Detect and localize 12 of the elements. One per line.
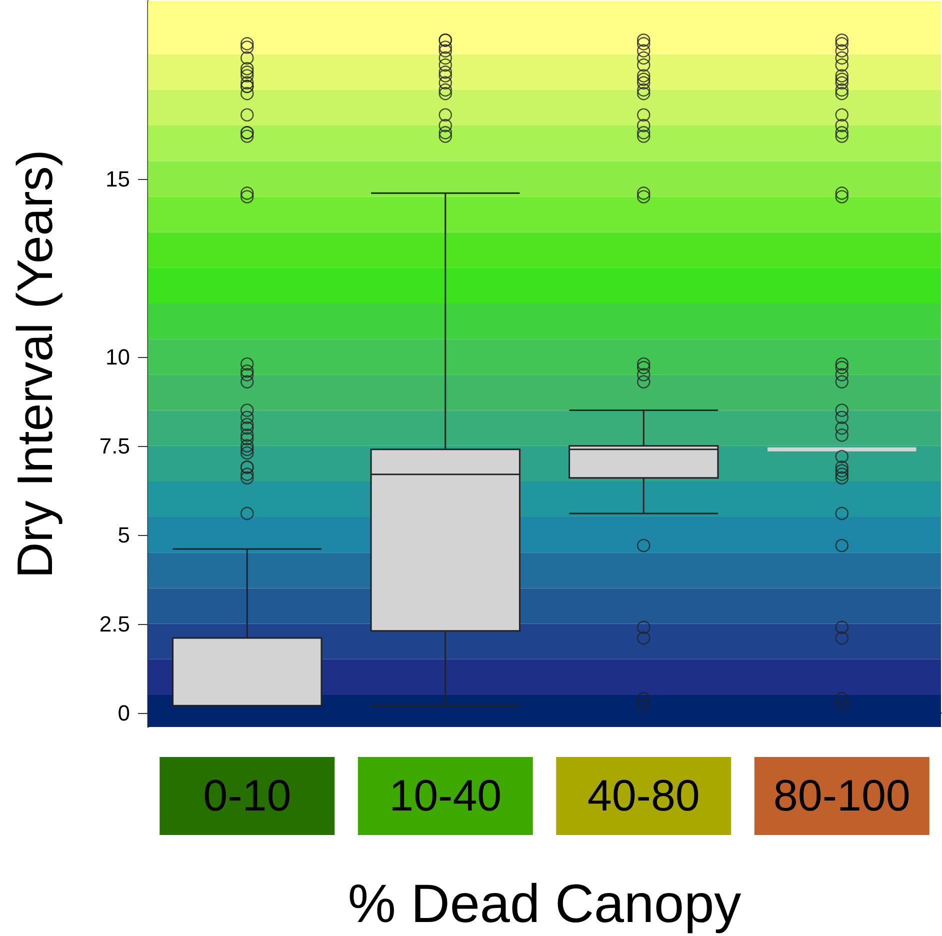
- y-tick-label: 7.5: [99, 433, 130, 458]
- x-tick-label: 0-10: [203, 772, 292, 820]
- y-axis-title: Dry Interval (Years): [7, 150, 63, 578]
- x-tick-label: 80-100: [773, 772, 910, 820]
- y-tick-label: 2.5: [99, 611, 130, 636]
- y-tick-label: 10: [106, 344, 130, 370]
- y-tick-label: 0: [118, 700, 130, 726]
- y-tick-label: 5: [118, 522, 130, 548]
- x-axis-title: % Dead Canopy: [348, 874, 742, 934]
- x-tick-label: 10-40: [389, 772, 502, 820]
- y-tick-label: 15: [106, 166, 130, 192]
- x-tick-label: 40-80: [587, 772, 700, 820]
